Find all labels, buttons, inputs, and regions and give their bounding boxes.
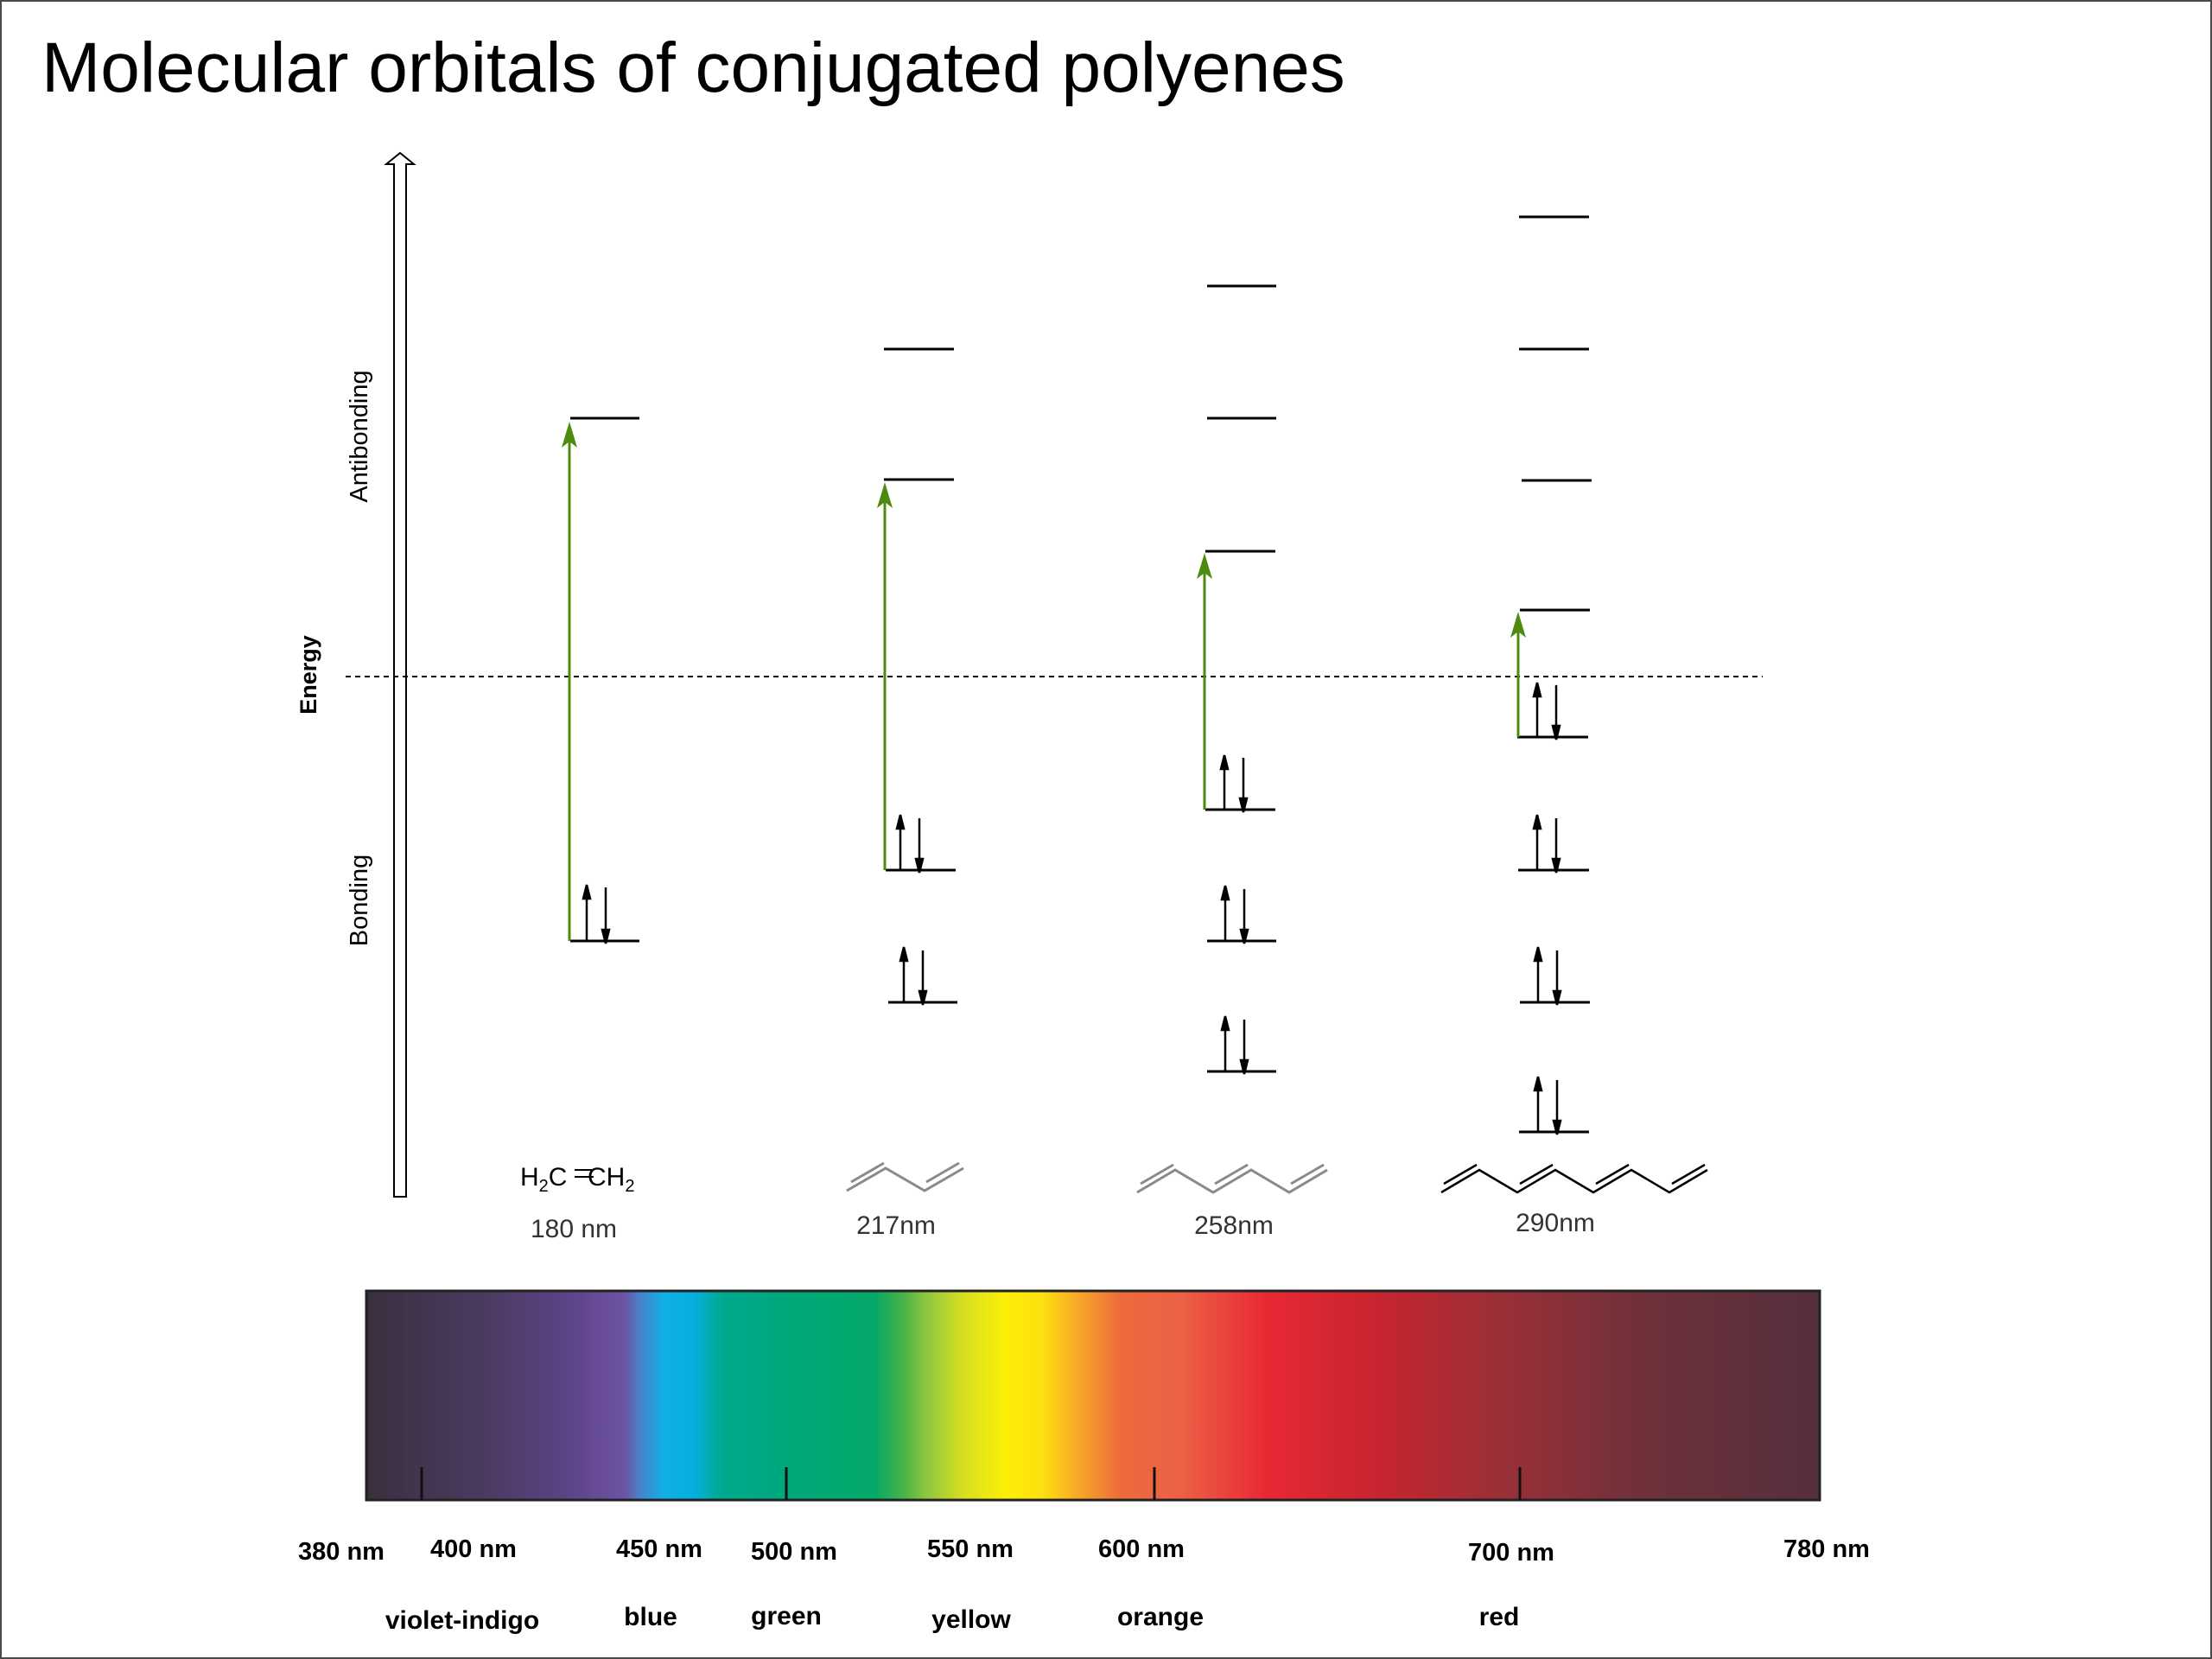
bonding-label: Bonding bbox=[346, 855, 373, 946]
electron-pair bbox=[895, 814, 925, 874]
octatetraene-wavelength: 290nm bbox=[1516, 1209, 1595, 1237]
spectrum-tick-label: 550 nm bbox=[927, 1535, 1014, 1563]
visible-spectrum-bar bbox=[365, 1289, 1821, 1502]
spectrum-color-label: red bbox=[1479, 1603, 1520, 1631]
spectrum-tick-label: 400 nm bbox=[430, 1535, 517, 1563]
electron-pair bbox=[1533, 946, 1562, 1006]
spectrum-color-label: violet-indigo bbox=[385, 1606, 539, 1635]
spectrum-color-label: yellow bbox=[931, 1605, 1011, 1634]
electron-pair bbox=[899, 946, 928, 1006]
homo-lumo-transition-arrow bbox=[1510, 612, 1526, 737]
electron-pair bbox=[1532, 814, 1561, 874]
svg-text:CH2: CH2 bbox=[588, 1163, 634, 1196]
energy-axis-arrow bbox=[384, 151, 416, 1198]
energy-label: Energy bbox=[296, 635, 321, 715]
octatetraene-skeletal-structure bbox=[1440, 1163, 1708, 1194]
spectrum-color-label: blue bbox=[624, 1603, 677, 1631]
hexatriene-skeletal-structure bbox=[1136, 1163, 1328, 1194]
homo-lumo-transition-arrow bbox=[877, 482, 893, 870]
electron-pair bbox=[1220, 885, 1249, 944]
butadiene-orbitals bbox=[877, 347, 957, 1006]
spectrum-tick-label: 380 nm bbox=[298, 1538, 385, 1566]
spectrum-color-label: orange bbox=[1117, 1603, 1204, 1631]
electron-pair bbox=[1220, 1015, 1249, 1075]
ethylene-wavelength: 180 nm bbox=[531, 1215, 617, 1243]
electron-pair bbox=[582, 884, 611, 944]
homo-lumo-transition-arrow bbox=[1197, 553, 1212, 810]
electron-pair bbox=[1533, 1076, 1562, 1135]
antibonding-label: Antibonding bbox=[346, 370, 373, 502]
spectrum-tick-label: 700 nm bbox=[1468, 1539, 1554, 1567]
ethylene-orbitals bbox=[562, 416, 639, 944]
hexatriene-orbitals bbox=[1197, 284, 1276, 1075]
svg-text:H2C: H2C bbox=[520, 1163, 567, 1196]
spectrum-tick-label: 450 nm bbox=[616, 1535, 702, 1563]
butadiene-wavelength: 217nm bbox=[856, 1211, 936, 1240]
spectrum-tick-label: 600 nm bbox=[1098, 1535, 1185, 1563]
electron-pair bbox=[1219, 754, 1249, 813]
hexatriene-wavelength: 258nm bbox=[1194, 1211, 1274, 1240]
spectrum-color-label: green bbox=[751, 1602, 822, 1630]
homo-lumo-transition-arrow bbox=[562, 422, 577, 941]
ethylene-formula: H2C CH2 bbox=[520, 1163, 634, 1196]
octatetraene-orbitals bbox=[1510, 215, 1592, 1135]
butadiene-skeletal-structure bbox=[846, 1161, 964, 1192]
spectrum-tick-label: 500 nm bbox=[751, 1538, 837, 1566]
spectrum-tick-label: 780 nm bbox=[1783, 1535, 1870, 1563]
slide-title: Molecular orbitals of conjugated polyene… bbox=[41, 29, 1345, 107]
electron-pair bbox=[1532, 682, 1561, 741]
